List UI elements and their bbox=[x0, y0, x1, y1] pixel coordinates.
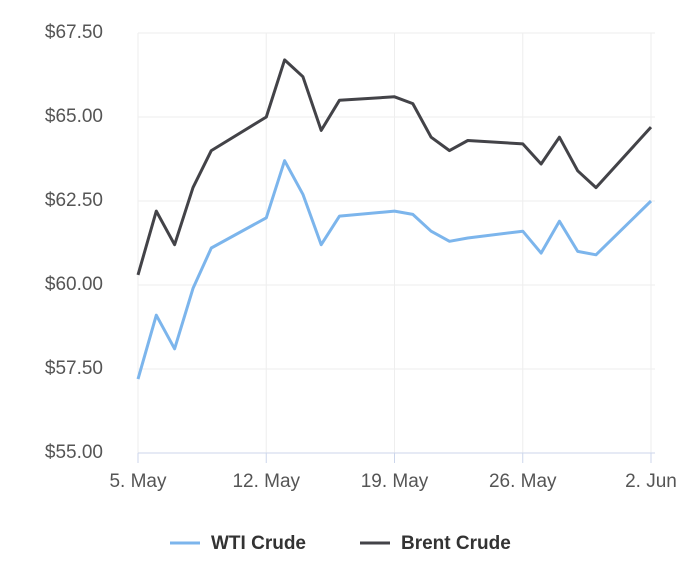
y-tick-label: $55.00 bbox=[45, 442, 103, 463]
legend-text: WTI Crude bbox=[211, 533, 306, 554]
y-tick-label: $62.50 bbox=[45, 190, 103, 211]
x-tick-label: 26. May bbox=[489, 471, 557, 492]
data-line bbox=[136, 159, 653, 380]
y-tick-label: $60.00 bbox=[45, 274, 103, 295]
x-tick-label: 12. May bbox=[232, 471, 300, 492]
y-tick-label: $67.50 bbox=[45, 22, 103, 43]
data-line bbox=[136, 58, 653, 276]
y-tick-label: $65.00 bbox=[45, 106, 103, 127]
x-tick-label: 5. May bbox=[109, 471, 167, 492]
x-tick-label: 19. May bbox=[361, 471, 429, 492]
legend-text: Brent Crude bbox=[401, 533, 511, 554]
x-tick-label: 2. Jun bbox=[625, 471, 677, 492]
y-tick-label: $57.50 bbox=[45, 358, 103, 379]
